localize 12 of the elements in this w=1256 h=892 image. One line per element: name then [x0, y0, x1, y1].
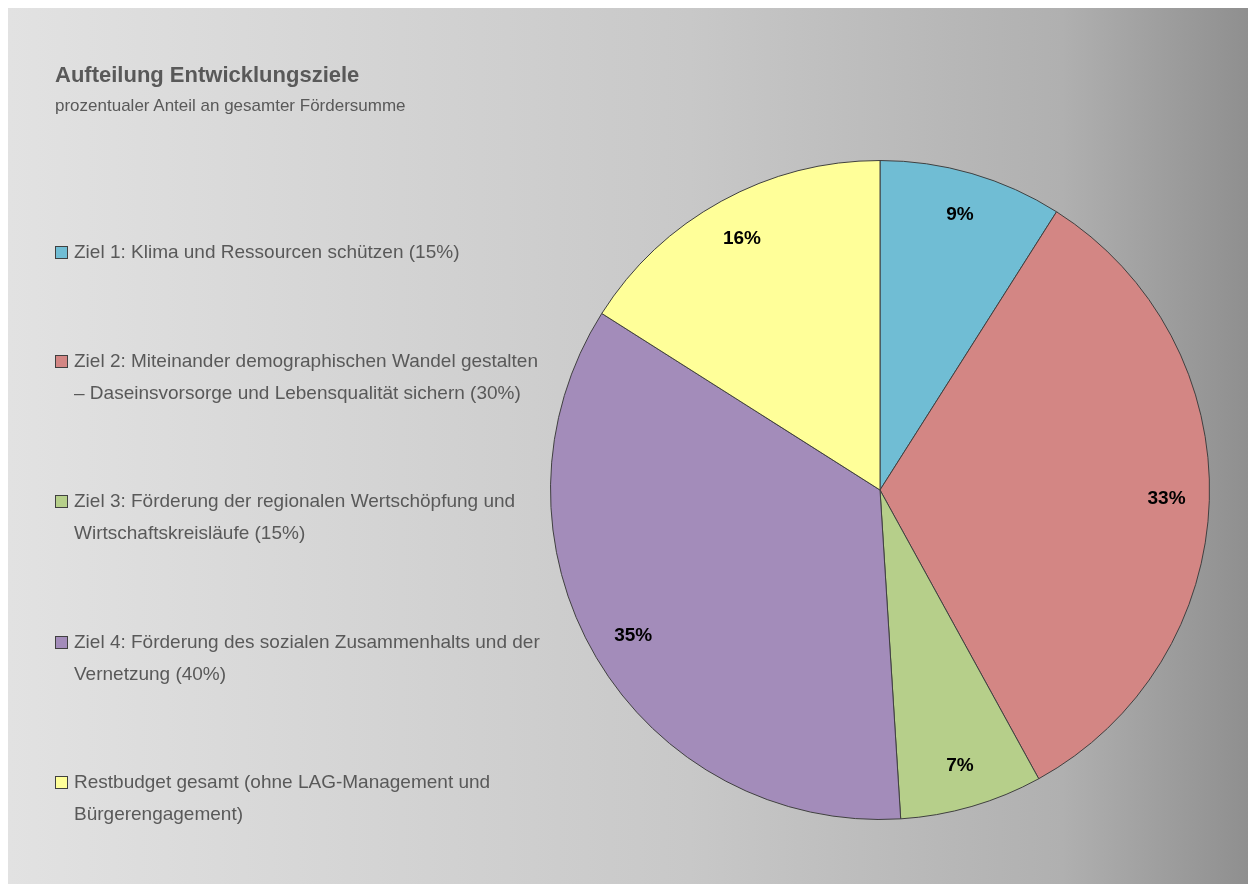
chart-title: Aufteilung Entwicklungsziele	[55, 62, 360, 88]
chart-subtitle: prozentualer Anteil an gesamter Fördersumme	[55, 96, 406, 116]
data-label: 9%	[946, 202, 974, 224]
data-label: 33%	[1147, 487, 1186, 509]
data-label: 16%	[722, 227, 762, 249]
legend-label: Ziel 1: Klima und Ressourcen schützen (15%)	[74, 240, 460, 264]
legend-label: Ziel 4: Förderung des sozialen Zusammenhalts und der Vernetzung (40%)	[74, 629, 541, 686]
data-label: 7%	[946, 753, 974, 775]
data-label: 35%	[614, 624, 653, 646]
legend-label: Restbudget gesamt (ohne LAG-Management und Bürgerengagement)	[74, 770, 492, 826]
legend-label: Ziel 3: Förderung der regionalen Wertschöpfung und Wirtschaftskreisläufe (15%)	[74, 489, 517, 545]
legend-label: Ziel 2: Miteinander demographischen Wandel gestalten – Daseinsvorsorge und Lebensqualität sichern (30%)	[74, 348, 539, 405]
